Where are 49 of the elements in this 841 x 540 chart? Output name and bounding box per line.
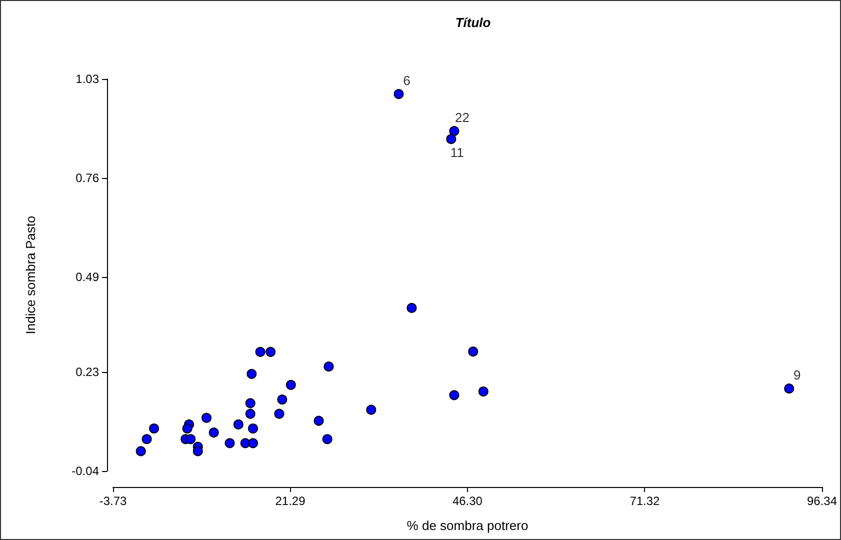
point [149,424,160,434]
annotation: 9 [793,368,801,383]
point [245,398,256,408]
point [406,302,417,313]
point [248,424,258,434]
y-tick-label: -0.04 [72,464,100,478]
point [136,446,146,456]
x-axis-title: % de sombra potrero [406,518,528,533]
point [446,134,456,144]
x-tick-label: 71.32 [630,494,660,508]
chart-title: Título [455,15,491,30]
annotation: 11 [450,145,464,160]
point [246,368,257,379]
y-tick-label: 0.23 [76,365,100,380]
point [182,424,192,434]
y-tick-label: 0.76 [76,170,100,185]
point [478,386,488,396]
point [202,412,212,423]
point [366,404,376,415]
x-tick-label: 46.30 [452,494,483,508]
point [449,126,460,136]
annotation: 22 [454,110,470,126]
point [266,346,276,357]
y-axis-title: Indice sombra Pasto [23,216,38,334]
point [277,394,288,405]
point [255,346,266,357]
y-tick-label: 0.49 [76,270,100,284]
x-tick-label: 96.34 [806,494,838,508]
point [784,384,794,394]
annotation: 6 [403,73,410,88]
point [186,434,196,444]
point [208,428,219,438]
point [142,434,152,444]
point [233,419,244,430]
x-tick-label: -3.73 [99,494,127,508]
point [394,89,404,100]
point [449,390,460,400]
point [224,438,235,448]
point [286,380,296,390]
point [274,408,284,419]
point [468,346,478,357]
point [322,434,332,444]
point [192,446,203,456]
point [245,408,256,419]
y-tick-label: 1.03 [76,72,100,86]
x-tick-label: 21.29 [275,494,306,508]
point [248,438,258,448]
point [324,362,334,372]
point [314,416,324,426]
